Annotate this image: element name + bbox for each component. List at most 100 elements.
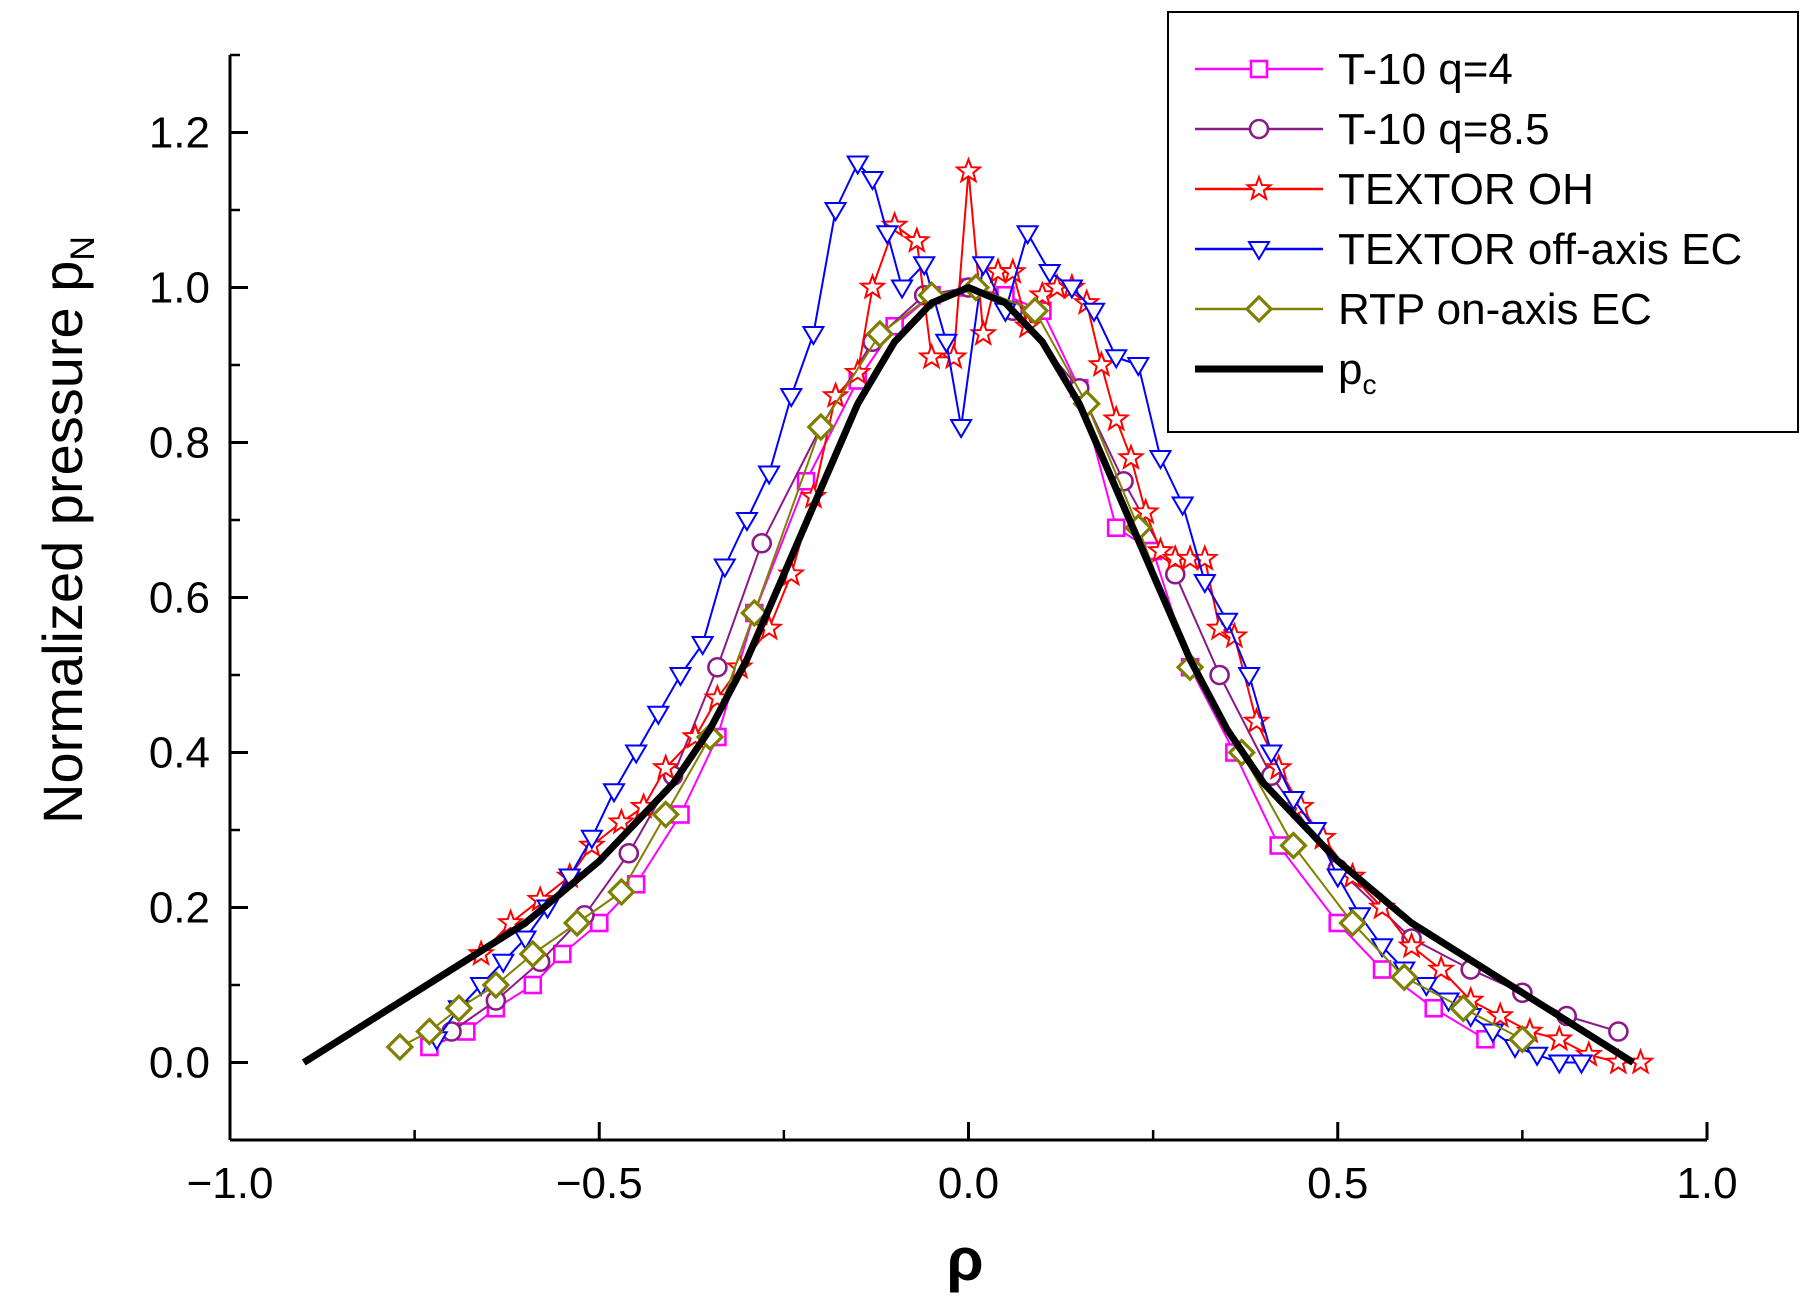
data-point-textor-off-axis-ec (1525, 1046, 1549, 1067)
data-point-textor-off-axis-ec (1193, 574, 1217, 594)
y-tick-label: 0.8 (149, 419, 210, 468)
data-point-textor-off-axis-ec (801, 326, 826, 346)
data-point-textor-off-axis-ec (690, 636, 715, 656)
y-tick-label: 0.0 (149, 1039, 210, 1088)
y-axis-title: Normalized pressure pN (31, 236, 102, 824)
data-point-textor-oh (917, 342, 946, 370)
data-point-t-10-q-8-5 (1608, 1021, 1629, 1042)
legend-label-t-10-q-4: T-10 q=4 (1338, 45, 1513, 94)
data-point-textor-off-axis-ec (1170, 496, 1195, 517)
data-point-rtp-on-axis-ec (562, 908, 592, 938)
data-point-textor-off-axis-ec (1148, 450, 1173, 470)
data-point-textor-off-axis-ec (757, 465, 781, 486)
data-point-textor-off-axis-ec (1082, 302, 1106, 323)
data-point-rtp-on-axis-ec (740, 598, 769, 628)
data-point-textor-off-axis-ec (646, 705, 671, 726)
tick-labels: −1.0 −0.5 0.0 0.5 1.0 0.0 0.2 0.4 0.6 0.8 1.0 1.2 (149, 109, 1738, 1209)
legend-marker-textor-off-axis-ec (1247, 241, 1271, 261)
legend-label-text: p (1338, 345, 1362, 394)
data-point-textor-off-axis-ec (735, 512, 759, 532)
data-point-textor-oh (821, 381, 850, 409)
data-point-textor-off-axis-ec (1104, 349, 1128, 370)
legend-label-t-10-q-8-5: T-10 q=8.5 (1338, 105, 1550, 154)
series-p (301, 284, 1635, 1066)
data-point-t-10-q-4 (626, 874, 646, 894)
y-tick-label: 0.4 (149, 729, 210, 778)
data-point-rtp-on-axis-ec (607, 877, 636, 907)
data-point-textor-oh (1242, 706, 1271, 734)
data-point-t-10-q-4 (1424, 998, 1444, 1018)
data-point-textor-oh (1146, 536, 1175, 564)
data-point-textor-oh (1545, 1024, 1574, 1052)
data-point-textor-off-axis-ec (934, 333, 959, 354)
legend-label-subscript: c (1362, 369, 1376, 400)
data-point-textor-off-axis-ec (713, 558, 737, 579)
data-point-textor-off-axis-ec (823, 202, 848, 222)
data-point-rtp-on-axis-ec (1389, 962, 1419, 992)
legend-label-textor-off-axis-ec: TEXTOR off-axis EC (1338, 225, 1742, 274)
data-point-textor-oh (939, 342, 968, 370)
data-point-rtp-on-axis-ec (1279, 831, 1308, 860)
y-tick-label: 1.2 (149, 109, 210, 158)
data-point-t-10-q-8-5 (1164, 563, 1186, 585)
data-point-rtp-on-axis-ec (865, 319, 895, 349)
data-point-textor-oh (651, 753, 680, 781)
data-point-rtp-on-axis-ec (651, 800, 680, 829)
y-tick-label: 1.0 (149, 264, 210, 313)
data-point-textor-oh (1087, 350, 1116, 378)
data-point-textor-off-axis-ec (1281, 791, 1306, 811)
legend-label-textor-oh: TEXTOR OH (1338, 165, 1594, 214)
x-tick-label: 0.5 (1307, 1159, 1368, 1208)
data-point-textor-oh (496, 908, 525, 936)
data-point-t-10-q-4 (523, 975, 543, 995)
data-point-rtp-on-axis-ec (1508, 1024, 1537, 1054)
legend-marker-t-10-q-4 (1249, 59, 1269, 79)
data-point-textor-oh (843, 357, 872, 385)
data-point-textor-off-axis-ec (668, 667, 693, 687)
y-axis-title-sub: N (64, 236, 102, 261)
data-point-textor-off-axis-ec (1060, 279, 1084, 300)
data-point-t-10-q-4 (1106, 518, 1126, 538)
data-point-textor-off-axis-ec (1126, 357, 1151, 377)
data-point-textor-off-axis-ec (1037, 264, 1062, 284)
data-point-textor-off-axis-ec (912, 256, 936, 277)
data-point-rtp-on-axis-ec (1020, 296, 1050, 326)
data-point-rtp-on-axis-ec (385, 1032, 415, 1062)
data-point-textor-off-axis-ec (1569, 1054, 1594, 1075)
legend-label-text: RTP on-axis EC (1338, 285, 1652, 334)
data-point-rtp-on-axis-ec (415, 1017, 444, 1046)
data-point-rtp-on-axis-ec (1449, 993, 1478, 1023)
data-point-rtp-on-axis-ec (806, 412, 836, 442)
data-point-t-10-q-4 (885, 316, 904, 336)
data-point-textor-off-axis-ec (875, 225, 900, 246)
x-tick-label: −0.5 (556, 1159, 643, 1208)
legend-marker-rtp-on-axis-ec (1244, 294, 1274, 324)
data-point-textor-oh (998, 257, 1027, 285)
data-point-textor-off-axis-ec (1326, 868, 1350, 889)
x-axis-title: ρ (946, 1226, 983, 1293)
data-point-textor-oh (858, 272, 887, 300)
data-point-textor-oh (1102, 404, 1131, 432)
data-point-t-10-q-4 (1372, 960, 1392, 979)
data-point-textor-off-axis-ec (1237, 667, 1261, 687)
data-point-textor-oh (1397, 931, 1426, 959)
data-point-textor-off-axis-ec (1547, 1054, 1572, 1075)
data-point-textor-off-axis-ec (971, 256, 996, 277)
data-point-textor-oh (954, 156, 983, 184)
y-axis-title-main: Normalized pressure p (31, 261, 94, 824)
data-point-textor-off-axis-ec (845, 155, 870, 176)
data-point-rtp-on-axis-ec (518, 939, 548, 969)
data-point-textor-off-axis-ec (602, 783, 626, 804)
data-point-textor-oh (1116, 443, 1146, 471)
data-point-t-10-q-8-5 (751, 532, 773, 554)
series-line-p (301, 284, 1635, 1066)
data-point-textor-off-axis-ec (1015, 225, 1040, 246)
legend-box (1167, 11, 1799, 433)
legend-label-text: T-10 q=4 (1338, 45, 1513, 94)
data-point-textor-oh (1426, 954, 1456, 982)
data-point-textor-off-axis-ec (1215, 612, 1239, 633)
legend-label-text: T-10 q=8.5 (1338, 105, 1550, 154)
data-point-rtp-on-axis-ec (481, 970, 511, 1000)
data-point-textor-oh (607, 807, 636, 835)
